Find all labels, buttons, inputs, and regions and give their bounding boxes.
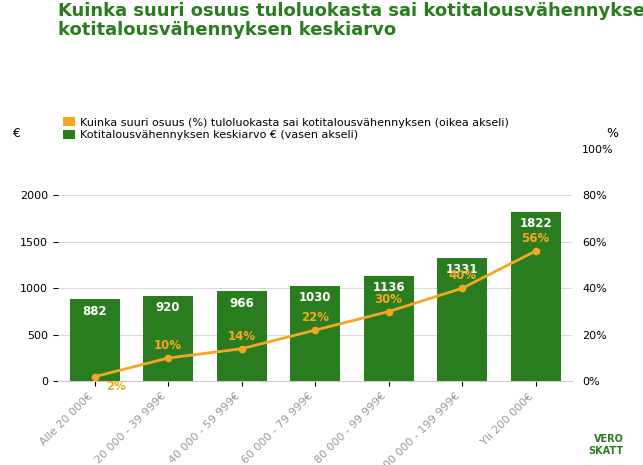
Text: kotitalousvähennyksen keskiarvo: kotitalousvähennyksen keskiarvo (58, 21, 396, 39)
Text: %: % (606, 126, 619, 140)
Text: 1136: 1136 (372, 281, 405, 294)
Legend: Kuinka suuri osuus (%) tuloluokasta sai kotitalousvähennyksen (oikea akseli), Ko: Kuinka suuri osuus (%) tuloluokasta sai … (64, 117, 509, 140)
Bar (143, 296, 193, 381)
Text: 56%: 56% (521, 232, 550, 246)
Text: 966: 966 (229, 297, 254, 310)
Bar (363, 276, 413, 381)
Text: 10%: 10% (154, 339, 182, 352)
Bar (437, 258, 487, 381)
Text: 22%: 22% (301, 312, 329, 325)
Bar (290, 286, 340, 381)
Text: 1822: 1822 (519, 218, 552, 231)
Bar (69, 299, 120, 381)
Bar (217, 292, 267, 381)
Text: Kuinka suuri osuus tuloluokasta sai kotitalousvähennyksen ja saadun: Kuinka suuri osuus tuloluokasta sai koti… (58, 2, 643, 20)
Text: 2%: 2% (105, 380, 125, 393)
Text: 30%: 30% (375, 293, 403, 306)
Text: 40%: 40% (448, 270, 476, 283)
Bar (511, 212, 561, 381)
Text: 14%: 14% (228, 330, 256, 343)
Text: 882: 882 (82, 305, 107, 318)
Text: €: € (12, 126, 19, 140)
Text: 1030: 1030 (299, 291, 331, 304)
Text: VERO
SKATT: VERO SKATT (588, 434, 624, 456)
Text: 920: 920 (156, 301, 180, 314)
Text: 1331: 1331 (446, 263, 478, 276)
